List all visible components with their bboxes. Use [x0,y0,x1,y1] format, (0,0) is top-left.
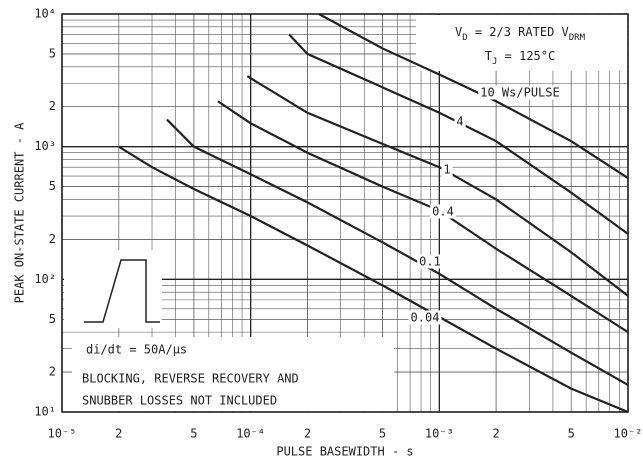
curve-label-bg [417,254,443,269]
curve-label: 0.1 [419,255,441,269]
x-tick-label: 5 [379,427,386,441]
y-tick-label: 10² [34,272,56,286]
x-tick-label: 5 [568,427,575,441]
x-tick-label: 10⁻³ [425,427,454,441]
pulse-icon [84,259,160,323]
x-tick-label: 2 [304,427,311,441]
curve-label: 4 [456,115,463,129]
x-tick-label: 10⁻² [614,427,643,441]
x-tick-label: 10⁻⁵ [48,427,77,441]
note-text: SNUBBER LOSSES NOT INCLUDED [82,394,277,408]
curve [288,33,629,235]
y-tick-label: 2 [49,99,56,113]
y-tick-label: 5 [49,46,56,60]
curve-label: 0.04 [411,311,440,325]
didt-text: di/dt = 50A/µs [86,343,187,357]
x-tick-label: 2 [115,427,122,441]
curve-label: 10 Ws/PULSE [480,86,559,100]
subscript: J [492,57,497,67]
annotation-box [72,337,394,411]
condition-part: V [455,25,462,39]
y-tick-label: 2 [49,365,56,379]
curve-label-bg [441,162,453,177]
x-tick-label: 5 [190,427,197,441]
y-tick-label: 10¹ [34,405,56,419]
condition-text: VD = 2/3 RATED VDRM [455,25,586,43]
curve [217,100,629,334]
curve [246,75,629,297]
plot-frame [61,13,629,413]
y-tick-label: 10⁴ [34,7,56,21]
curve-label: 1 [443,163,450,177]
x-tick-label: 10⁻⁴ [236,427,265,441]
curve-label-bg [408,310,442,325]
curve-label-bg [454,114,466,129]
annotation-box [416,15,627,71]
y-axis-label: PEAK ON-STATE CURRENT - A [13,122,27,303]
y-tick-label: 2 [49,232,56,246]
curve [118,145,629,414]
condition-part: T [485,49,492,63]
condition-part: = 125°C [497,49,555,63]
curve [318,13,629,179]
curve-label: 0.4 [432,205,454,219]
subscript: D [462,33,467,43]
curve-label-bg [430,204,456,219]
y-tick-label: 5 [49,312,56,326]
note-text: BLOCKING, REVERSE RECOVERY AND [82,372,299,386]
x-tick-label: 2 [493,427,500,441]
y-tick-label: 10³ [34,139,56,153]
curve-label-bg [478,85,562,100]
curve [166,118,629,386]
y-tick-label: 5 [49,179,56,193]
condition-text: TJ = 125°C [485,49,555,67]
subscript: DRM [569,33,586,43]
condition-part: = 2/3 RATED V [468,25,569,39]
x-axis-label: PULSE BASEWIDTH - s [276,445,413,459]
